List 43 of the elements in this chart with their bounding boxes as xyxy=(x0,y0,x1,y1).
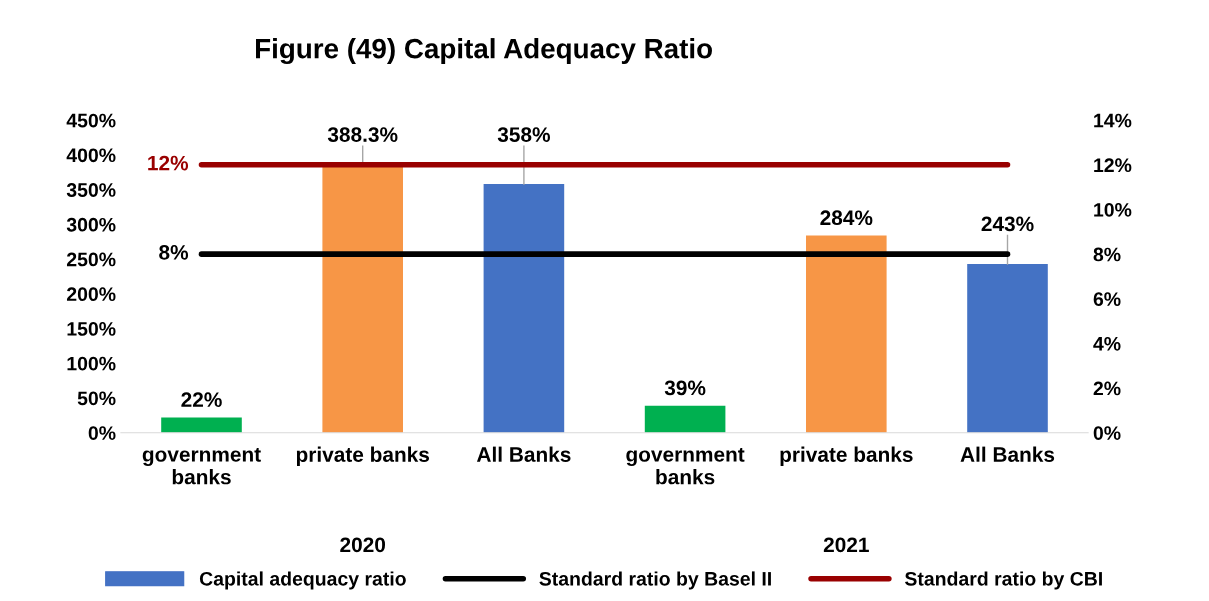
y-tick-label: 450% xyxy=(66,113,116,128)
y-tick-label: 300% xyxy=(66,217,116,232)
bar xyxy=(806,235,887,433)
y-tick-label: 0% xyxy=(88,426,116,440)
y-tick-label: 250% xyxy=(66,252,116,267)
y2-tick-label: 12% xyxy=(1094,158,1132,173)
legend-label: Standard ratio by Basel II xyxy=(539,571,771,590)
y2-tick-label: 8% xyxy=(1093,247,1121,262)
y2-tick-label: 14% xyxy=(1094,113,1132,128)
data-label: 12% xyxy=(148,155,189,171)
y2-tick-label: 0% xyxy=(1093,426,1121,440)
x-tick-label: All Banks xyxy=(960,446,1055,462)
data-label: 39% xyxy=(664,380,706,396)
y-tick-label: 150% xyxy=(67,322,116,336)
bar xyxy=(644,405,726,433)
data-label: 8% xyxy=(159,244,189,260)
y2-tick-label: 2% xyxy=(1093,381,1121,396)
y2-tick-label: 6% xyxy=(1093,292,1121,307)
x-tick-label: government banks xyxy=(142,448,261,485)
y-tick-label: 400% xyxy=(66,148,116,163)
bar xyxy=(161,417,242,433)
data-label: 388.3% xyxy=(327,127,398,143)
x-tick-label: private banks xyxy=(780,446,913,467)
data-label: 22% xyxy=(181,392,222,408)
text: 2020 xyxy=(340,537,386,553)
y-tick-label: 350% xyxy=(66,183,116,197)
data-label: 284% xyxy=(820,210,873,226)
y-tick-label: 200% xyxy=(66,287,116,302)
y-tick-label: 50% xyxy=(77,391,116,406)
legend-label: Capital adequacy ratio xyxy=(199,571,406,590)
bar xyxy=(967,263,1048,433)
text: 2021 xyxy=(823,537,869,553)
data-label: 243% xyxy=(981,216,1034,232)
data-label: 358% xyxy=(497,127,550,143)
chart-title: Figure (49) Capital Adequacy Ratio xyxy=(256,38,712,65)
x-tick-label: private banks xyxy=(296,446,430,467)
bar xyxy=(483,184,565,433)
legend-label: Standard ratio by CBI xyxy=(904,571,1102,590)
y2-tick-label: 4% xyxy=(1093,336,1121,351)
y2-tick-label: 10% xyxy=(1094,202,1132,217)
y-tick-label: 100% xyxy=(67,356,116,371)
x-tick-label: All Banks xyxy=(476,446,571,462)
x-tick-label: government banks xyxy=(626,448,745,485)
